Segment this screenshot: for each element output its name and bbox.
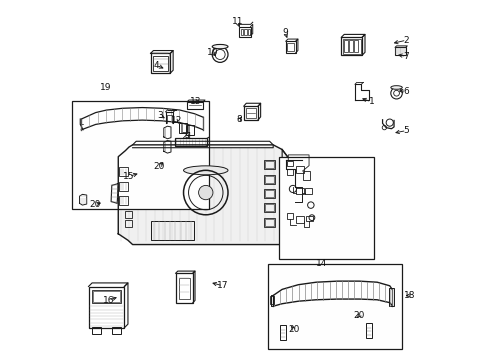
Bar bbox=[305, 216, 312, 221]
Text: 2: 2 bbox=[403, 36, 408, 45]
Bar bbox=[119, 196, 128, 205]
Bar bbox=[394, 47, 405, 55]
Ellipse shape bbox=[183, 166, 227, 175]
Bar bbox=[278, 157, 373, 259]
Bar bbox=[366, 323, 371, 338]
Bar bbox=[150, 53, 170, 73]
Bar bbox=[304, 188, 311, 194]
Bar bbox=[187, 102, 203, 109]
Bar bbox=[112, 327, 121, 334]
Text: 4: 4 bbox=[154, 61, 159, 70]
Bar bbox=[244, 106, 258, 120]
Bar bbox=[265, 190, 273, 197]
Bar bbox=[353, 40, 357, 52]
Text: 21: 21 bbox=[181, 132, 192, 141]
Bar bbox=[280, 325, 285, 339]
Text: 20: 20 bbox=[89, 200, 100, 209]
Text: 1: 1 bbox=[368, 97, 373, 106]
Text: 18: 18 bbox=[404, 291, 415, 300]
Text: 11: 11 bbox=[231, 17, 243, 26]
Text: 8: 8 bbox=[236, 115, 242, 124]
Text: 12: 12 bbox=[170, 116, 182, 125]
Bar bbox=[241, 29, 243, 36]
Text: 15: 15 bbox=[123, 172, 135, 181]
Text: 3: 3 bbox=[157, 111, 163, 120]
Bar bbox=[178, 278, 190, 299]
Bar bbox=[296, 166, 304, 173]
Bar bbox=[152, 56, 167, 71]
Bar bbox=[125, 211, 132, 218]
Bar bbox=[302, 171, 309, 180]
Text: 16: 16 bbox=[102, 296, 114, 305]
Bar bbox=[286, 213, 293, 220]
Bar bbox=[264, 160, 274, 169]
Polygon shape bbox=[118, 145, 287, 244]
Bar bbox=[125, 220, 132, 226]
Bar bbox=[72, 101, 208, 209]
Text: 20: 20 bbox=[288, 325, 299, 334]
Text: 19: 19 bbox=[100, 83, 111, 92]
Ellipse shape bbox=[212, 44, 227, 49]
Bar bbox=[179, 123, 187, 134]
Bar bbox=[247, 29, 250, 36]
Circle shape bbox=[198, 185, 212, 200]
Bar bbox=[286, 161, 293, 166]
Text: 7: 7 bbox=[403, 52, 408, 61]
Bar bbox=[186, 125, 194, 135]
Bar bbox=[92, 290, 121, 303]
Bar bbox=[92, 327, 101, 334]
Text: 20: 20 bbox=[353, 311, 364, 320]
Bar bbox=[265, 219, 273, 226]
Bar bbox=[286, 169, 293, 175]
Bar bbox=[342, 39, 360, 54]
Bar bbox=[341, 37, 362, 55]
Bar bbox=[174, 138, 206, 145]
Bar bbox=[267, 264, 402, 348]
Bar bbox=[388, 288, 394, 306]
Ellipse shape bbox=[390, 86, 402, 89]
Bar bbox=[244, 29, 246, 36]
Bar bbox=[264, 218, 274, 226]
Bar bbox=[264, 189, 274, 198]
Bar bbox=[151, 221, 194, 240]
Bar bbox=[269, 296, 273, 304]
Bar bbox=[265, 161, 273, 168]
Text: 5: 5 bbox=[403, 126, 408, 135]
Text: 20: 20 bbox=[153, 162, 164, 171]
Text: 14: 14 bbox=[315, 259, 326, 268]
Bar bbox=[88, 287, 124, 328]
Bar bbox=[285, 41, 295, 53]
Text: 9: 9 bbox=[282, 28, 287, 37]
Bar bbox=[119, 182, 128, 191]
Bar bbox=[245, 108, 256, 118]
Bar bbox=[348, 40, 352, 52]
Text: 10: 10 bbox=[206, 48, 218, 57]
Bar bbox=[264, 175, 274, 184]
Text: 6: 6 bbox=[403, 86, 408, 95]
Bar bbox=[175, 273, 192, 303]
Bar bbox=[93, 291, 120, 302]
Bar bbox=[239, 27, 250, 37]
Bar bbox=[296, 188, 304, 194]
Bar bbox=[119, 167, 128, 176]
Bar bbox=[265, 176, 273, 183]
Bar bbox=[264, 203, 274, 212]
Bar bbox=[344, 40, 347, 52]
Bar bbox=[296, 216, 304, 223]
Text: 13: 13 bbox=[189, 96, 201, 105]
Text: 17: 17 bbox=[217, 281, 228, 290]
Bar bbox=[265, 204, 273, 211]
Bar bbox=[286, 42, 294, 51]
